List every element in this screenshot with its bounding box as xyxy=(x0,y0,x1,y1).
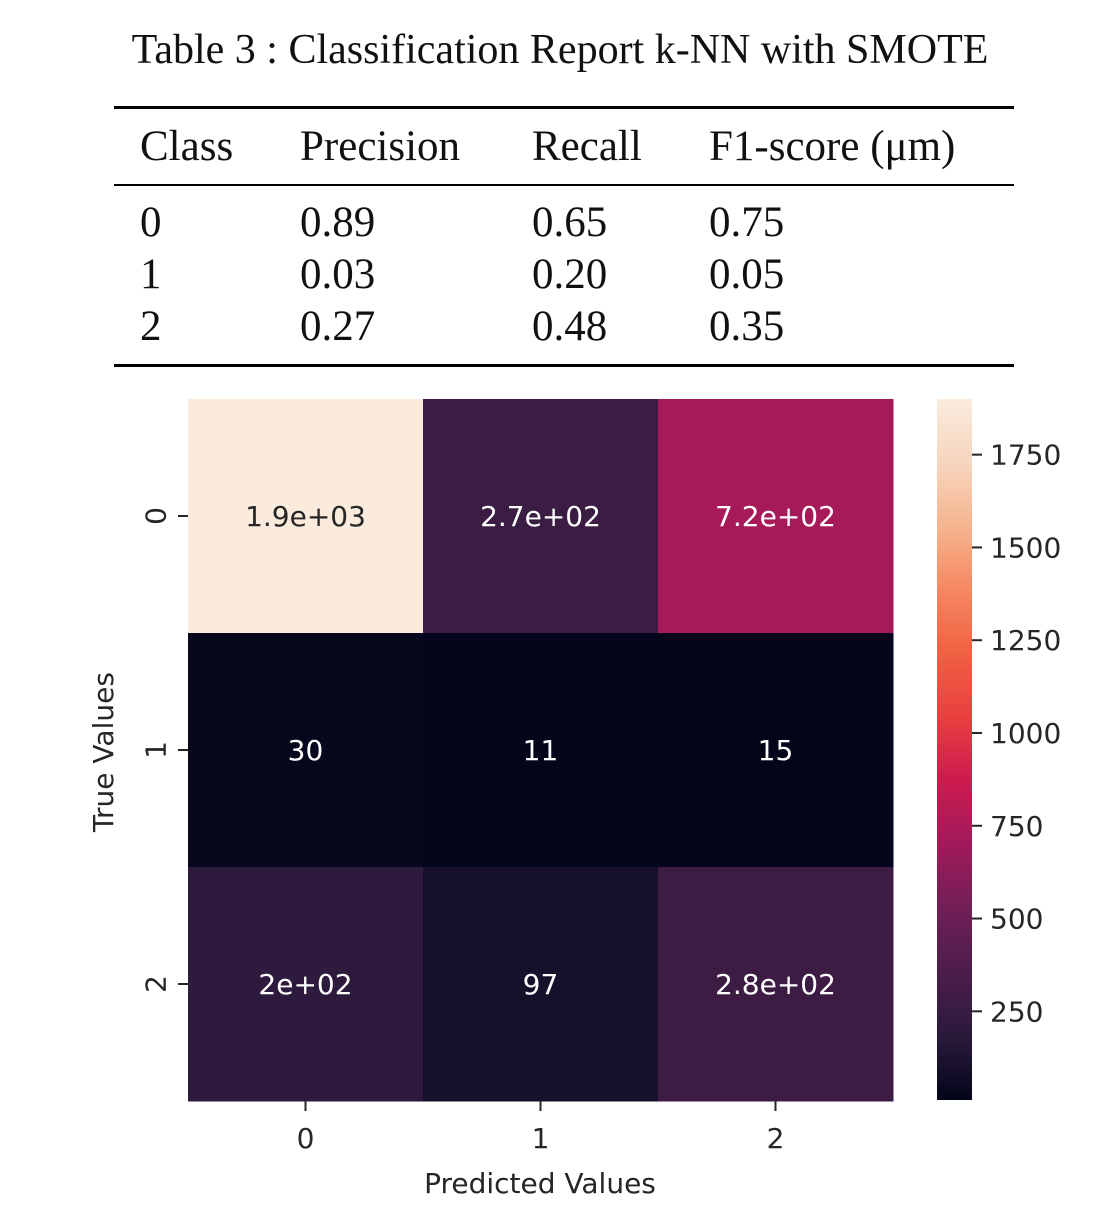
header-class: Class xyxy=(140,123,234,170)
table-bottom-rule xyxy=(114,364,1014,367)
cell-annotation: 11 xyxy=(523,734,559,767)
heatmap-cell xyxy=(188,399,424,634)
colorbar-tick-label: 250 xyxy=(990,995,1043,1028)
colorbar-tick-label: 500 xyxy=(990,903,1043,936)
colorbar-ticks: 250 500 750 1000 1250 1500 1750 xyxy=(972,439,1061,1028)
y-tick-label: 2 xyxy=(140,975,173,993)
colorbar-tick-label: 750 xyxy=(990,810,1043,843)
heatmap-cell xyxy=(658,867,894,1102)
y-tick-label: 0 xyxy=(140,507,173,525)
table-header-rule xyxy=(114,184,1014,186)
heatmap-cell xyxy=(423,633,659,868)
cell-precision: 0.03 xyxy=(300,251,376,298)
cell-annotation: 2.7e+02 xyxy=(480,500,601,533)
cell-annotation: 97 xyxy=(523,968,559,1001)
x-tick-label: 1 xyxy=(532,1122,550,1155)
heatmap-cells xyxy=(188,399,894,1102)
y-tick-label: 1 xyxy=(140,741,173,759)
y-axis: 0 1 2 xyxy=(140,507,188,993)
colorbar xyxy=(937,399,972,1100)
table-header-row: Class Precision Recall F1-score (μm) xyxy=(114,122,1014,172)
colorbar-tick-label: 1750 xyxy=(990,439,1061,472)
heatmap-annotations: 1.9e+03 2.7e+02 7.2e+02 30 11 15 2e+02 97 2.8e+0… xyxy=(245,500,836,1001)
cell-annotation: 2.8e+02 xyxy=(715,968,836,1001)
heatmap-cell xyxy=(658,633,894,868)
heatmap-cell xyxy=(423,399,659,634)
cell-f1-score: 0.75 xyxy=(709,199,785,246)
x-axis: 0 1 2 xyxy=(297,1101,785,1155)
table-caption: Table 3 : Classification Report k-NN wit… xyxy=(131,27,989,73)
cell-precision: 0.89 xyxy=(300,199,376,246)
cell-f1-score: 0.35 xyxy=(709,303,785,350)
cell-annotation: 7.2e+02 xyxy=(715,500,836,533)
table-row: 1 0.03 0.20 0.05 xyxy=(114,250,1014,300)
y-axis-label: True Values xyxy=(87,672,120,833)
x-tick-label: 0 xyxy=(297,1122,315,1155)
header-precision: Precision xyxy=(300,123,461,170)
heatmap-cell xyxy=(423,867,659,1102)
colorbar-tick-label: 1000 xyxy=(990,717,1061,750)
x-axis-label: Predicted Values xyxy=(424,1167,656,1200)
cell-annotation: 2e+02 xyxy=(258,968,352,1001)
table-row: 0 0.89 0.65 0.75 xyxy=(114,198,1014,248)
header-recall: Recall xyxy=(532,123,642,170)
header-f1-score: F1-score (μm) xyxy=(709,123,956,170)
cell-recall: 0.20 xyxy=(532,251,608,298)
cell-annotation: 15 xyxy=(758,734,794,767)
colorbar-tick-label: 1500 xyxy=(990,531,1061,564)
cell-annotation: 30 xyxy=(288,734,324,767)
heatmap-cell xyxy=(658,399,894,634)
cell-class: 0 xyxy=(140,199,162,246)
cell-class: 2 xyxy=(140,303,162,350)
cell-recall: 0.65 xyxy=(532,199,608,246)
cell-class: 1 xyxy=(140,251,162,298)
table-top-rule xyxy=(114,106,1014,109)
x-tick-label: 2 xyxy=(767,1122,785,1155)
cell-precision: 0.27 xyxy=(300,303,376,350)
colorbar-tick-label: 1250 xyxy=(990,624,1061,657)
cell-f1-score: 0.05 xyxy=(709,251,785,298)
cell-recall: 0.48 xyxy=(532,303,608,350)
heatmap-cell xyxy=(188,633,424,868)
cell-annotation: 1.9e+03 xyxy=(245,500,366,533)
heatmap-cell xyxy=(188,867,424,1102)
table-row: 2 0.27 0.48 0.35 xyxy=(114,302,1014,352)
